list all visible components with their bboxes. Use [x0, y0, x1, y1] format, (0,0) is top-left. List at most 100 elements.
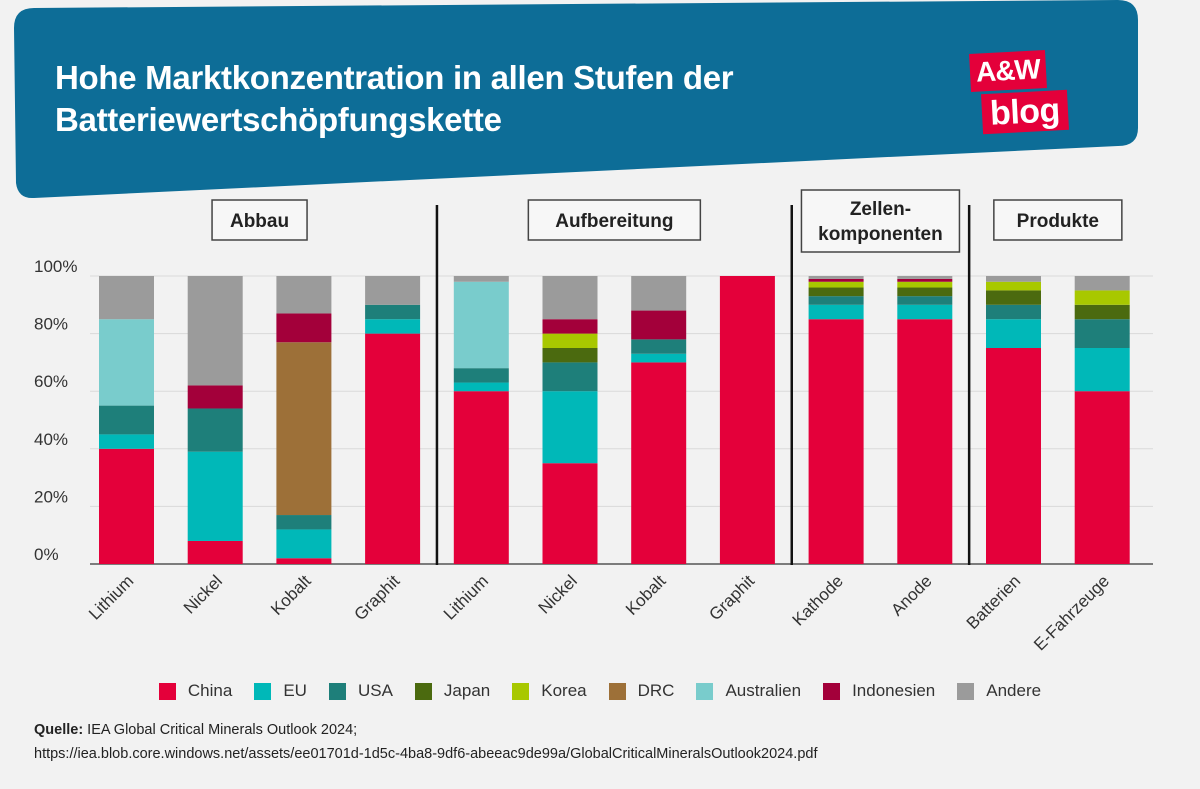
y-axis-ticks: 0% 20% 40% 60% 80% 100% — [34, 257, 77, 564]
logo-aw: A&W — [969, 50, 1047, 92]
legend-swatch — [414, 682, 432, 700]
bar-stack-e-fahrzeuge — [1074, 276, 1130, 564]
bar-segment-japan — [542, 348, 598, 363]
legend-label: EU — [283, 681, 307, 700]
bar-segment-eu — [365, 319, 421, 334]
source-text: IEA Global Critical Minerals Outlook 202… — [83, 722, 358, 738]
bar-segment-china — [276, 558, 332, 564]
bar-segment-korea — [1074, 290, 1130, 305]
legend-swatch — [328, 682, 346, 700]
legend-item-drc: DRC — [608, 681, 675, 701]
stage-label: Abbau — [230, 211, 289, 232]
legend-label: Andere — [986, 681, 1042, 700]
legend-swatch — [696, 682, 714, 700]
bar-segment-eu — [631, 353, 687, 363]
bar-segment-indonesien — [276, 313, 332, 343]
bar-segment-andere — [986, 276, 1041, 282]
bar-segment-usa — [453, 368, 509, 383]
bar-segment-australien — [453, 281, 509, 369]
legend-item-korea: Korea — [512, 681, 587, 701]
bar-stack-lithium — [99, 276, 154, 564]
bar-stack-graphit — [719, 276, 775, 564]
legend-swatch — [608, 682, 626, 700]
bar-segment-eu — [542, 391, 598, 464]
stage-box — [800, 189, 961, 253]
bar-segment-andere — [276, 276, 332, 314]
bar-segment-andere — [897, 276, 953, 279]
bar-segment-china — [99, 448, 154, 564]
legend-label: Korea — [541, 681, 587, 700]
bar-segment-japan — [808, 287, 864, 297]
stage-label: komponenten — [818, 224, 943, 245]
bar-segment-eu — [187, 451, 243, 541]
bar-segment-usa — [542, 362, 598, 392]
bar-segment-andere — [365, 276, 421, 305]
bar-segment-eu — [1074, 348, 1130, 392]
bar-segment-usa — [276, 515, 332, 530]
stage-dividers — [435, 205, 971, 565]
legend-item-australien: Australien — [696, 681, 801, 701]
x-tick-label: Kathode — [789, 571, 847, 629]
stage-label: Zellen- — [850, 199, 911, 220]
bar-segment-korea — [542, 333, 598, 348]
bar-stack-anode — [897, 276, 953, 564]
bar-stack-nickel — [187, 276, 243, 564]
legend-label: Indonesien — [852, 681, 936, 700]
page-title: Hohe Marktkonzentration in allen Stufen … — [55, 57, 815, 141]
x-tick-label: Graphit — [351, 571, 404, 624]
stage-label: Aufbereitung — [555, 211, 673, 232]
legend-item-eu: EU — [254, 681, 307, 701]
bar-stack-kobalt — [276, 276, 332, 564]
legend-label: DRC — [637, 681, 675, 700]
x-tick-label: Anode — [887, 571, 935, 619]
bar-segment-andere — [1074, 276, 1130, 291]
bar-segment-china — [719, 276, 775, 564]
y-tick-label: 20% — [34, 487, 68, 506]
bar-segment-andere — [631, 276, 687, 311]
y-tick-label: 80% — [34, 315, 68, 334]
bar-segment-usa — [187, 408, 243, 452]
x-tick-label: Batterien — [963, 571, 1025, 633]
bar-stack-nickel — [542, 276, 598, 564]
y-tick-label: 0% — [34, 545, 59, 564]
legend-swatch — [823, 682, 841, 700]
bar-segment-drc — [276, 342, 332, 516]
y-tick-label: 100% — [34, 257, 77, 276]
bar-segment-china — [808, 319, 864, 564]
legend-item-indonesien: Indonesien — [823, 681, 935, 701]
bar-segment-eu — [453, 382, 509, 392]
bar-segment-usa — [365, 304, 421, 320]
legend-item-usa: USA — [328, 681, 393, 701]
x-tick-label: Nickel — [180, 571, 226, 617]
x-tick-label: Graphit — [705, 571, 758, 624]
bar-segment-indonesien — [187, 385, 243, 409]
bar-segment-eu — [99, 434, 154, 449]
bar-stack-graphit — [365, 276, 421, 564]
x-tick-label: Nickel — [535, 571, 581, 617]
bar-stack-lithium — [453, 276, 509, 564]
source-note: Quelle: IEA Global Critical Minerals Out… — [34, 718, 818, 766]
bar-segment-andere — [808, 276, 864, 279]
legend-swatch — [957, 682, 975, 700]
y-tick-label: 60% — [34, 372, 68, 391]
bar-segment-usa — [897, 296, 953, 305]
bar-segment-japan — [986, 290, 1041, 305]
bar-segment-korea — [986, 281, 1041, 291]
bar-segment-eu — [276, 529, 332, 559]
stage-label: Produkte — [1017, 211, 1099, 232]
x-axis-labels: Lithium Nickel Kobalt Graphit Lithium Nickel K… — [85, 571, 1113, 654]
title-banner — [14, 0, 1138, 199]
legend-label: Japan — [443, 681, 491, 700]
bar-segment-eu — [808, 304, 864, 320]
bar-segment-china — [453, 391, 509, 564]
bar-segment-china — [631, 362, 687, 564]
bar-segment-china — [897, 319, 953, 564]
legend-label: USA — [357, 681, 393, 700]
bar-segment-indonesien — [808, 278, 864, 282]
bar-segment-andere — [542, 276, 598, 320]
x-tick-label: E-Fahrzeuge — [1030, 571, 1113, 654]
logo-blog: blog — [981, 89, 1069, 135]
stage-box — [993, 199, 1123, 241]
stage-box — [211, 199, 308, 241]
bar-segment-indonesien — [542, 319, 598, 334]
